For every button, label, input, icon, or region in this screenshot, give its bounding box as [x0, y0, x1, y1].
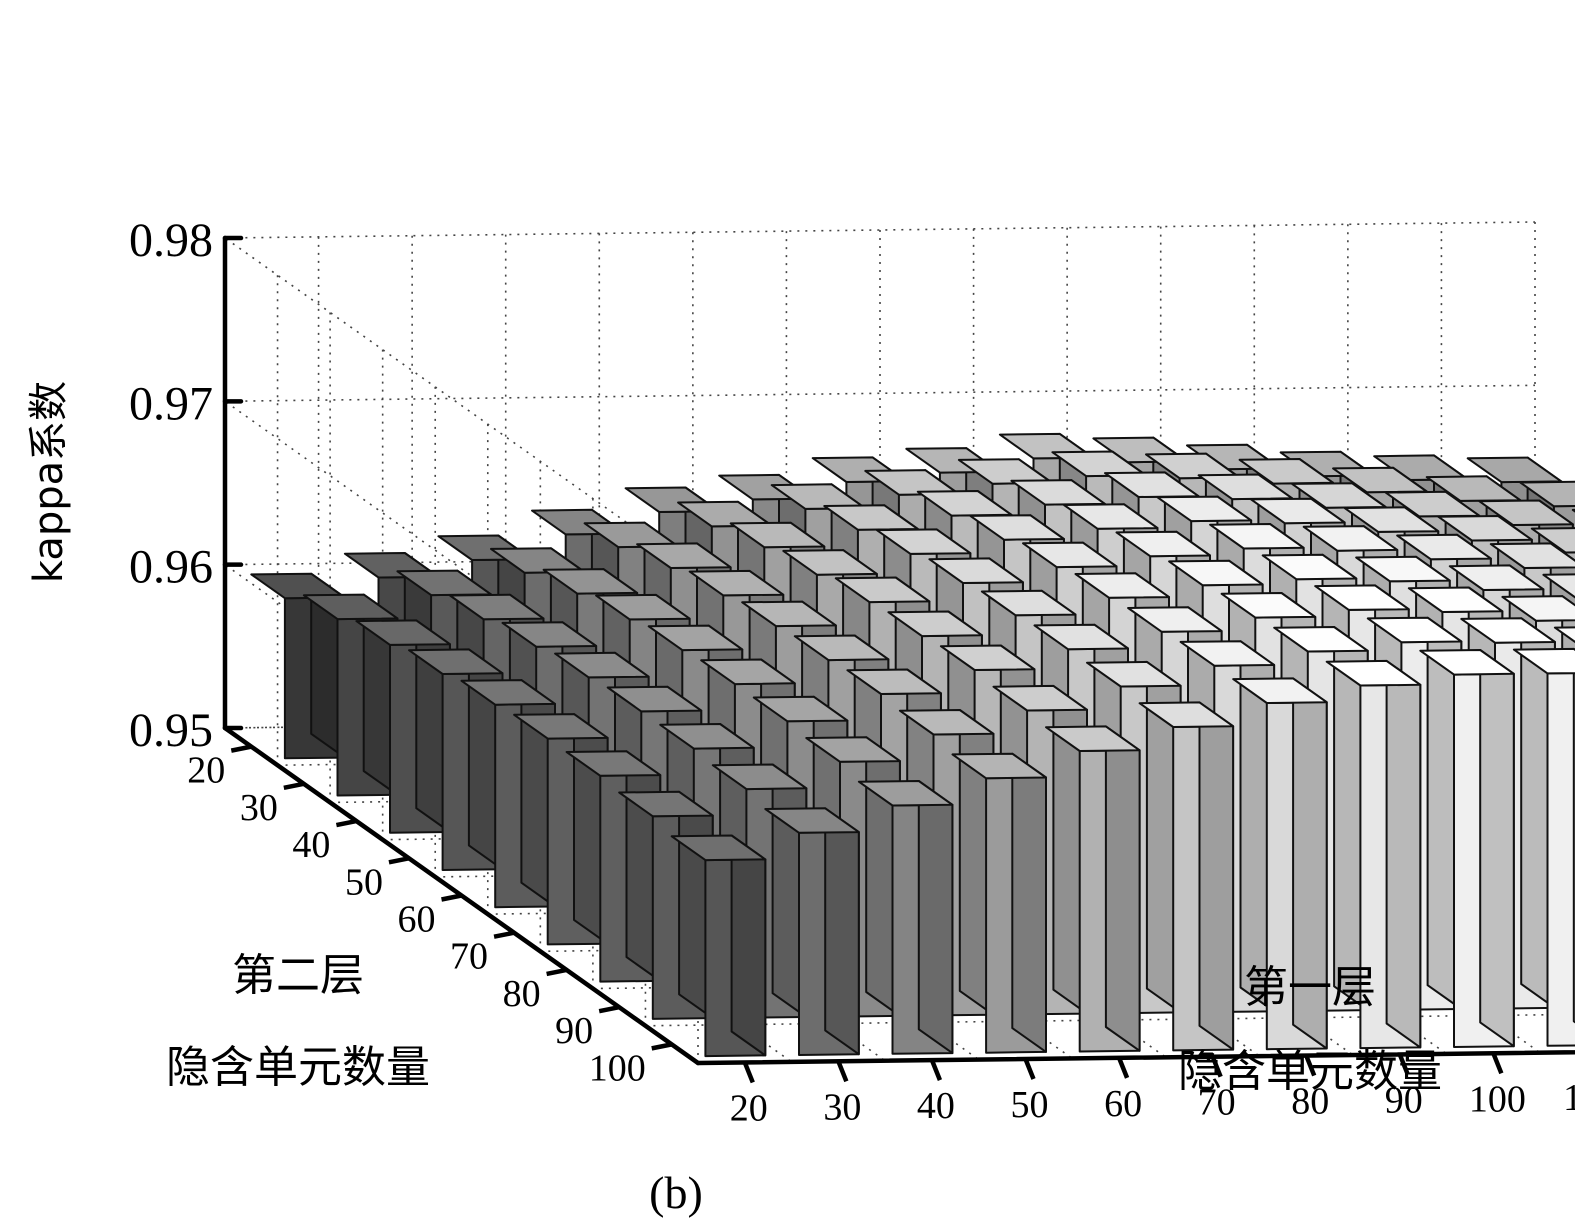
bar-x150-y40 [1571, 508, 1575, 513]
x-tick-label-0: 20 [730, 1087, 768, 1129]
y-tick-label-8: 100 [589, 1047, 646, 1089]
x-tick-mark-8 [1491, 1052, 1504, 1075]
y-tick-label-2: 40 [292, 824, 330, 866]
bars [250, 432, 1575, 1058]
x-tick-mark-6 [1304, 1054, 1317, 1077]
x-tick-label-6: 80 [1291, 1081, 1329, 1123]
y-tick-mark-0 [230, 744, 252, 753]
y-tick-label-4: 60 [398, 899, 436, 941]
bar-x20-y20 [250, 572, 346, 760]
bar-x80-y100 [1232, 677, 1328, 1051]
bar-x30-y100 [764, 807, 860, 1056]
z-tick-label-1: 0.96 [129, 541, 213, 594]
y-tick-mark-6 [546, 967, 568, 977]
y-tick-mark-1 [283, 781, 305, 791]
y-axis-label-line1: 第二层 [232, 950, 364, 1001]
bar-x40-y100 [857, 780, 954, 1055]
x-tick-label-5: 70 [1198, 1082, 1236, 1124]
x-axis-label-line2: 隐含单元数量 [1178, 1046, 1442, 1097]
y-tick-mark-5 [493, 930, 515, 939]
x-tick-label-4: 60 [1104, 1083, 1142, 1125]
z-tick-label-3: 0.98 [129, 214, 213, 267]
y-tick-mark-7 [598, 1004, 620, 1014]
z-tick-label-2: 0.97 [129, 377, 213, 430]
y-tick-mark-2 [335, 818, 357, 828]
x-tick-mark-2 [929, 1059, 943, 1081]
x-tick-mark-7 [1397, 1053, 1410, 1076]
y-axis-label-line2: 隐含单元数量 [166, 1042, 430, 1093]
bar-x100-y100 [1419, 649, 1515, 1048]
z-axis-label: kappa系数 [26, 381, 72, 583]
y-tick-label-3: 50 [345, 861, 383, 903]
x-axis-line [695, 1050, 1575, 1066]
y-tick-label-1: 30 [240, 787, 278, 829]
y-tick-label-7: 90 [555, 1010, 593, 1052]
bar-x50-y100 [951, 752, 1047, 1054]
bar-x90-y100 [1325, 659, 1422, 1050]
bar-x60-y100 [1045, 725, 1141, 1053]
x-tick-label-7: 90 [1385, 1079, 1423, 1121]
y-tick-mark-4 [441, 893, 462, 902]
figure-caption: (b) [649, 1167, 703, 1218]
y-tick-label-0: 20 [187, 750, 225, 792]
bar-x20-y100 [670, 834, 767, 1058]
x-tick-label-1: 30 [823, 1086, 861, 1128]
x-tick-mark-5 [1210, 1055, 1223, 1078]
x-tick-mark-3 [1023, 1058, 1036, 1080]
bar-x120-y90 [1553, 626, 1575, 644]
y-tick-label-6: 80 [503, 973, 541, 1015]
x-tick-label-8: 100 [1469, 1078, 1526, 1120]
x-tick-label-9: 110 [1563, 1077, 1575, 1119]
bar-x20-y50 [408, 648, 504, 871]
bar-x130-y70 [1542, 573, 1575, 599]
x-axis-label-line1: 第一层 [1244, 962, 1376, 1013]
z-tick-label-0: 0.95 [129, 704, 213, 757]
x-tick-mark-1 [836, 1060, 849, 1083]
y-tick-mark-8 [651, 1042, 673, 1051]
x-tick-label-2: 40 [917, 1085, 955, 1127]
y-tick-mark-3 [388, 856, 410, 865]
y-tick-label-5: 70 [450, 936, 488, 978]
x-tick-mark-4 [1116, 1057, 1130, 1079]
x-tick-label-3: 50 [1011, 1084, 1049, 1126]
bar-x70-y100 [1138, 701, 1235, 1052]
x-tick-mark-0 [742, 1061, 755, 1084]
bar-x20-y40 [355, 619, 451, 834]
